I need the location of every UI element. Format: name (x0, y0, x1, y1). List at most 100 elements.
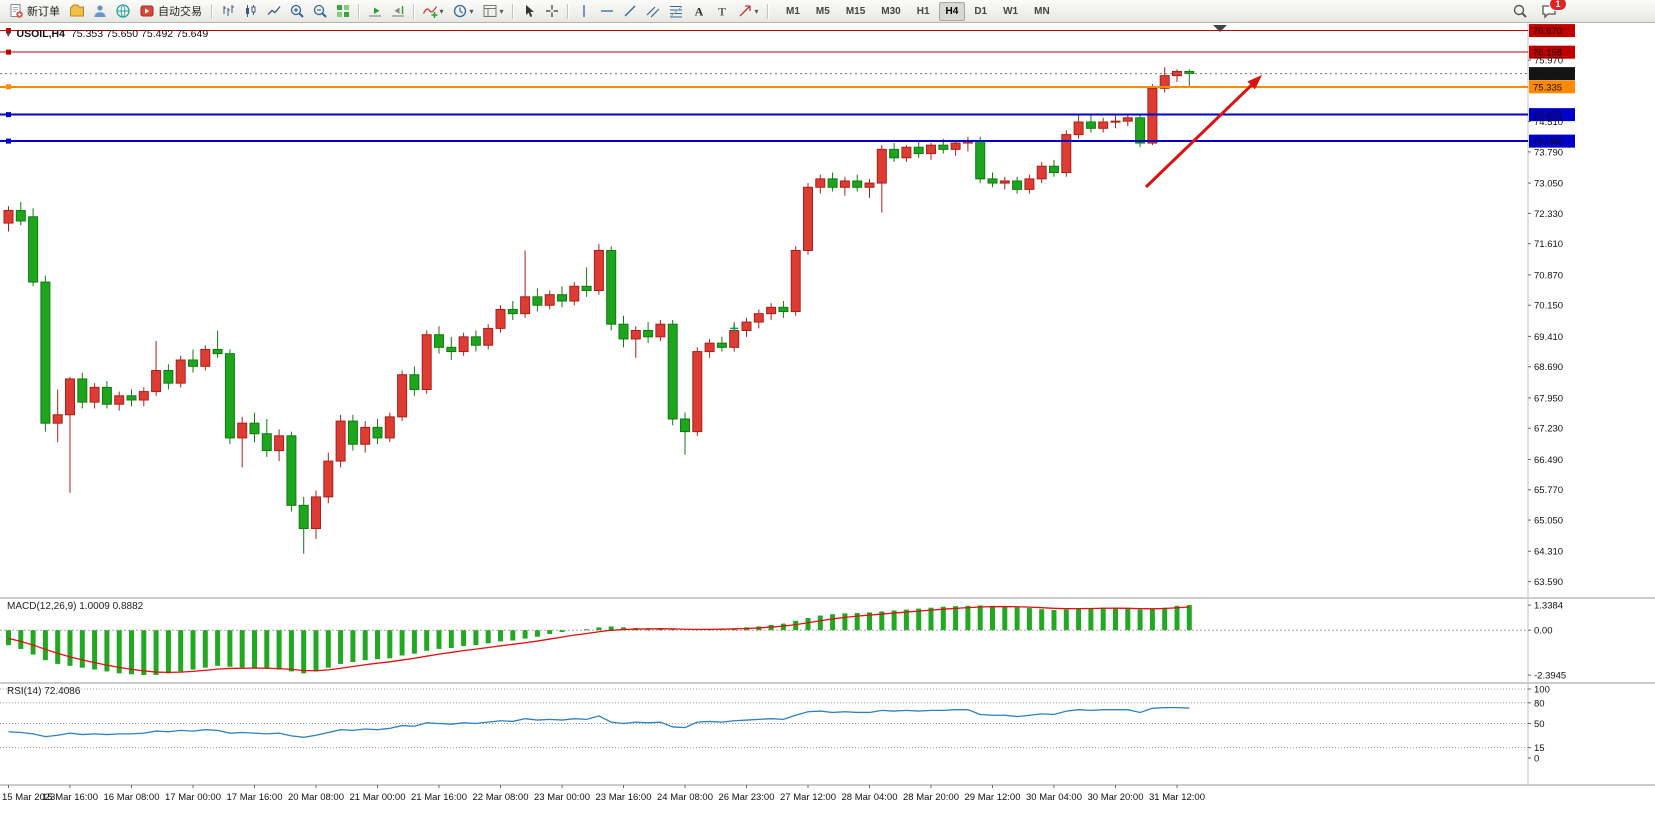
time-axis-label: 28 Mar 04:00 (842, 792, 898, 803)
fibonacci-tool-button[interactable] (664, 1, 687, 21)
periods-button[interactable]: ▾ (448, 1, 478, 21)
auto-trading-button[interactable]: 自动交易 (134, 1, 207, 21)
indicators-caret-icon: ▾ (439, 6, 444, 16)
chart-shift-button[interactable] (386, 1, 409, 21)
timeframe-button-d1[interactable]: D1 (974, 5, 988, 17)
auto-scroll-button[interactable] (363, 1, 386, 21)
line-handle[interactable] (6, 49, 11, 55)
candle-body (729, 330, 740, 348)
candle-body (864, 182, 875, 188)
candle-body (15, 209, 26, 222)
candle (1036, 162, 1047, 184)
horizontal-line-tool-button[interactable] (595, 1, 618, 21)
candle (753, 309, 764, 329)
timeframe-button-m5[interactable]: M5 (815, 5, 830, 17)
zoom-out-icon (313, 4, 327, 18)
zoom-out-button[interactable] (308, 1, 331, 21)
candle-body (901, 146, 912, 159)
arrows-tool-button[interactable]: ▾ (733, 1, 763, 21)
price-label-box (1529, 24, 1575, 38)
community-button[interactable] (111, 1, 134, 21)
timeframe-button-h1[interactable]: H1 (916, 5, 930, 17)
contacts-button[interactable] (88, 1, 111, 21)
candle (1073, 113, 1084, 139)
candle-body (680, 418, 690, 433)
price-tick-label: 73.790 (1534, 147, 1563, 158)
candle-body (520, 296, 531, 315)
chart-shift-marker[interactable] (1213, 25, 1227, 32)
time-axis-label: 15 Mar 16:00 (42, 792, 98, 803)
toolbar-separator (358, 3, 359, 19)
zoom-in-button[interactable] (285, 1, 308, 21)
candle-body (1147, 87, 1158, 144)
line-handle[interactable] (6, 84, 11, 90)
profiles-button[interactable] (65, 1, 88, 21)
candle-body (65, 378, 75, 416)
candle (618, 315, 629, 348)
candle (532, 288, 543, 312)
search-icon (1513, 4, 1527, 18)
line-handle[interactable] (6, 138, 11, 144)
candle-body (987, 178, 998, 184)
trend-arrow[interactable] (1144, 79, 1258, 189)
candle (901, 145, 912, 163)
main-toolbar: 新订单 自动交易 (0, 0, 1655, 23)
price-label-text: 74.675 (1533, 110, 1562, 121)
indicators-button[interactable]: ▾ (418, 1, 448, 21)
candle (680, 412, 690, 455)
timeframe-button-w1[interactable]: W1 (1003, 5, 1019, 17)
search-button[interactable] (1508, 1, 1531, 21)
price-label-text: 74.046 (1533, 137, 1562, 148)
trend-arrow-head[interactable] (1247, 75, 1262, 90)
horizontal-line-icon (600, 10, 613, 12)
crosshair-tool-button[interactable] (540, 1, 563, 21)
svg-text:T: T (717, 5, 725, 19)
candle-body (913, 146, 924, 155)
text-label-tool-button[interactable]: T (710, 1, 733, 21)
candle (421, 330, 432, 394)
vertical-line-tool-button[interactable] (572, 1, 595, 21)
price-tick-label: 69.410 (1534, 332, 1563, 343)
candle (384, 412, 395, 443)
candle-body (667, 323, 678, 420)
price-tick-label: 64.310 (1534, 547, 1563, 558)
auto-scroll-icon (368, 7, 381, 17)
new-order-label: 新订单 (27, 6, 60, 18)
candle (778, 301, 789, 318)
profiles-folder-icon (69, 4, 84, 17)
candle-body (1049, 165, 1059, 174)
equidistant-channel-icon (646, 6, 659, 18)
tile-windows-button[interactable] (331, 1, 354, 21)
chart-menu-caret-icon[interactable]: ▾ (6, 28, 11, 39)
candle (606, 246, 617, 331)
chart-canvas[interactable]: 76.670 76.158 75.649 75.335 74.675 74.046 75.9… (0, 23, 1655, 827)
candle (827, 172, 838, 192)
chat-button[interactable]: 1 (1537, 0, 1567, 21)
new-order-button[interactable]: 新订单 (3, 1, 65, 21)
timeframe-button-m1[interactable]: M1 (786, 5, 800, 17)
candle-body (261, 433, 272, 452)
candle-body (1061, 134, 1072, 174)
candle (1049, 159, 1059, 177)
timeframe-button-m30[interactable]: M30 (881, 5, 901, 17)
text-tool-button[interactable]: A (687, 1, 710, 21)
timeframe-button-h4[interactable]: H4 (938, 1, 966, 21)
bar-chart-mode-button[interactable] (216, 1, 239, 21)
trendline-tool-button[interactable] (618, 1, 641, 21)
toolbar-separator (211, 3, 212, 19)
templates-button[interactable]: ▾ (478, 1, 508, 21)
candle (237, 416, 248, 468)
cursor-tool-button[interactable] (517, 1, 540, 21)
price-tick-label: 65.770 (1534, 485, 1563, 496)
candle-body (52, 414, 63, 424)
line-chart-mode-button[interactable] (262, 1, 285, 21)
line-handle[interactable] (6, 112, 11, 118)
timeframe-button-mn[interactable]: MN (1034, 5, 1050, 17)
line-handle[interactable] (6, 28, 11, 34)
timeframe-button-m15[interactable]: M15 (845, 5, 866, 17)
fibonacci-icon (669, 6, 682, 18)
svg-text:A: A (694, 5, 703, 19)
candlestick-mode-button[interactable] (239, 1, 262, 21)
candle-body (1098, 121, 1109, 129)
channel-tool-button[interactable] (641, 1, 664, 21)
